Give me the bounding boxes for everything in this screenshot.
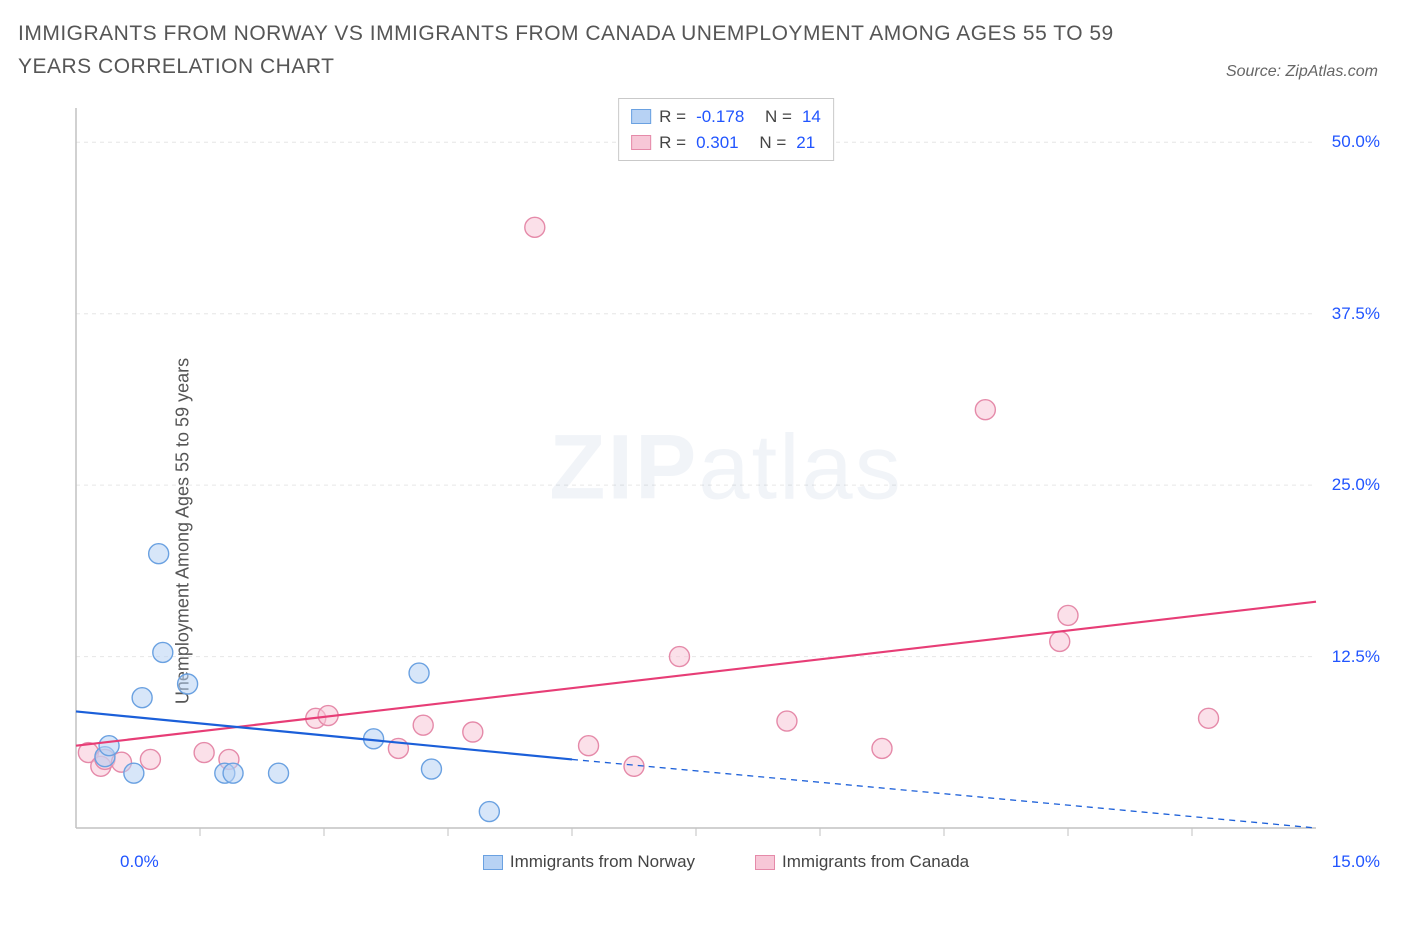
swatch-norway-icon bbox=[483, 855, 503, 870]
chart-title: IMMIGRANTS FROM NORWAY VS IMMIGRANTS FRO… bbox=[18, 18, 1138, 83]
y-tick-label: 25.0% bbox=[1332, 475, 1380, 495]
plot-area: ZIPatlas R = -0.178 N = 14 R = 0.301 N =… bbox=[66, 98, 1386, 868]
stats-legend: R = -0.178 N = 14 R = 0.301 N = 21 bbox=[618, 98, 834, 161]
legend-item-canada: Immigrants from Canada bbox=[755, 852, 969, 872]
n-value-canada: 21 bbox=[796, 130, 815, 156]
swatch-canada-icon bbox=[755, 855, 775, 870]
chart-container: Unemployment Among Ages 55 to 59 years Z… bbox=[18, 98, 1388, 900]
r-value-canada: 0.301 bbox=[696, 130, 739, 156]
n-label: N = bbox=[765, 104, 792, 130]
source-attribution: Source: ZipAtlas.com bbox=[1226, 63, 1378, 83]
legend-label-canada: Immigrants from Canada bbox=[782, 852, 969, 872]
r-value-norway: -0.178 bbox=[696, 104, 744, 130]
scatter-plot-svg bbox=[66, 98, 1386, 868]
r-label: R = bbox=[659, 130, 686, 156]
y-tick-label: 12.5% bbox=[1332, 647, 1380, 667]
stats-row-norway: R = -0.178 N = 14 bbox=[631, 104, 821, 130]
stats-row-canada: R = 0.301 N = 21 bbox=[631, 130, 821, 156]
series-legend: Immigrants from Norway Immigrants from C… bbox=[66, 852, 1386, 872]
r-label: R = bbox=[659, 104, 686, 130]
swatch-norway bbox=[631, 109, 651, 124]
y-tick-label: 37.5% bbox=[1332, 304, 1380, 324]
y-tick-label: 50.0% bbox=[1332, 132, 1380, 152]
legend-label-norway: Immigrants from Norway bbox=[510, 852, 695, 872]
n-value-norway: 14 bbox=[802, 104, 821, 130]
swatch-canada bbox=[631, 135, 651, 150]
n-label: N = bbox=[759, 130, 786, 156]
legend-item-norway: Immigrants from Norway bbox=[483, 852, 695, 872]
